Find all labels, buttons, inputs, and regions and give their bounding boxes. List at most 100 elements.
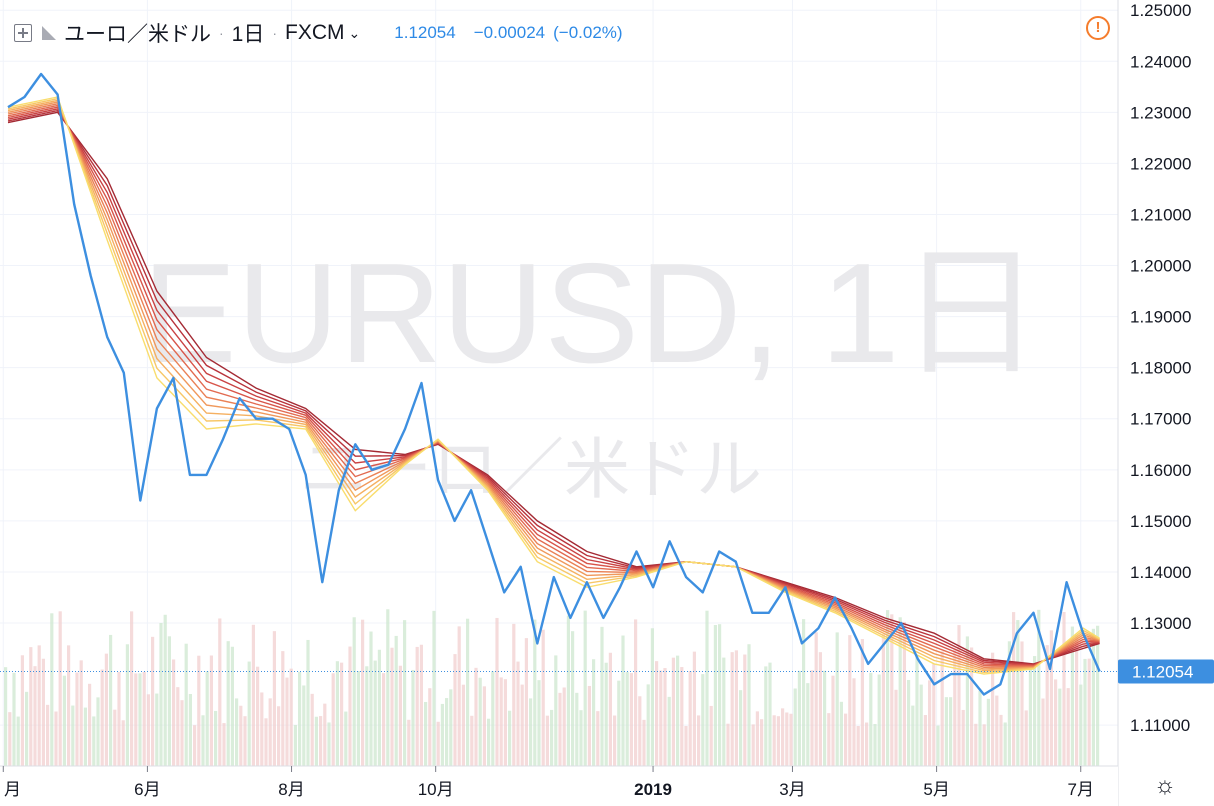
volume-bar <box>1037 609 1041 766</box>
volume-bar <box>965 636 969 766</box>
volume-bar <box>554 655 558 766</box>
volume-bar <box>957 625 961 766</box>
volume-bar <box>734 650 738 766</box>
ma-line-1 <box>7 97 1100 674</box>
volume-bar <box>29 647 33 766</box>
settings-gear-icon[interactable]: ☼ <box>1154 772 1176 799</box>
volume-bar <box>16 716 20 766</box>
volume-bar <box>197 655 201 766</box>
volume-bar <box>579 710 583 766</box>
volume-bar <box>314 716 318 766</box>
volume-bar <box>398 665 402 766</box>
volume-bar <box>1045 645 1049 766</box>
volume-bar <box>445 698 449 766</box>
volume-bar <box>260 692 264 766</box>
volume-bar <box>109 634 113 766</box>
price-axis[interactable]: 1.25000 1.24000 1.23000 1.22000 1.21000 1.200… <box>1130 1 1191 735</box>
ma-line-5 <box>7 104 1100 667</box>
volume-bar <box>739 690 743 766</box>
x-tick-label: 6月 <box>134 780 160 799</box>
x-tick-label: 5月 <box>923 780 949 799</box>
volume-bar <box>453 654 457 766</box>
volume-bar <box>1012 612 1016 766</box>
volume-bar <box>163 614 167 766</box>
volume-bar <box>772 715 776 766</box>
volume-bar <box>46 704 50 766</box>
volume-bar <box>37 645 41 766</box>
volume-bar <box>764 666 768 766</box>
volume-bar <box>340 662 344 766</box>
volume-bar <box>487 718 491 766</box>
symbol-name[interactable]: ユーロ／米ドル <box>64 23 211 46</box>
volume-bar <box>134 673 138 766</box>
volume-bar <box>125 644 129 766</box>
volume-bar <box>499 677 503 766</box>
add-compare-icon[interactable] <box>14 24 32 42</box>
warning-icon[interactable]: ! <box>1086 16 1110 40</box>
volume-bar <box>71 705 75 766</box>
volume-bar <box>953 649 957 766</box>
volume-bar <box>369 631 373 766</box>
volume-bar <box>839 701 843 766</box>
volume-bar <box>470 715 474 766</box>
volume-bar <box>1016 620 1020 766</box>
moving-average-ribbon <box>7 96 1100 675</box>
y-tick-label: 1.15000 <box>1130 512 1191 531</box>
volume-bar <box>201 715 205 766</box>
volume-bar <box>20 655 24 766</box>
volume-bar <box>755 711 759 766</box>
volume-bar <box>751 724 755 766</box>
y-tick-label: 1.17000 <box>1130 410 1191 429</box>
volume-bar <box>940 651 944 766</box>
volume-bar <box>33 666 37 766</box>
volume-bar <box>1066 688 1070 766</box>
volume-bar <box>982 724 986 766</box>
volume-bar <box>978 690 982 766</box>
volume-bar <box>436 721 440 766</box>
chart-watermark: EURUSD, 1日 ユーロ／米ドル <box>142 234 1042 506</box>
volume-bar <box>180 700 184 766</box>
volume-bar <box>218 618 222 766</box>
volume-bar <box>1091 628 1095 766</box>
volume-bar <box>701 674 705 766</box>
volume-bar <box>705 610 709 766</box>
volume-bar <box>205 671 209 766</box>
volume-bar <box>348 646 352 766</box>
volume-bar <box>449 689 453 766</box>
volume-bar <box>503 679 507 766</box>
volume-bar <box>1075 634 1079 766</box>
volume-bar <box>844 713 848 766</box>
volume-bar <box>142 671 146 766</box>
volume-bar <box>251 624 255 766</box>
y-tick-label: 1.22000 <box>1130 154 1191 173</box>
volume-bar <box>730 652 734 766</box>
volume-bars <box>4 609 1100 766</box>
exchange-label[interactable]: FXCM <box>285 21 345 44</box>
volume-bar <box>566 615 570 766</box>
volume-bar <box>331 673 335 766</box>
volume-bar <box>222 723 226 766</box>
volume-bar <box>1028 665 1032 766</box>
volume-bar <box>138 673 142 766</box>
last-price-label: 1.12054 <box>1118 659 1214 684</box>
volume-bar <box>1096 625 1100 766</box>
volume-bar <box>491 671 495 766</box>
volume-bar <box>999 714 1003 766</box>
volume-bar <box>655 661 659 766</box>
volume-bar <box>319 716 323 766</box>
volume-bar <box>881 634 885 766</box>
interval-label[interactable]: 1日 <box>231 23 265 46</box>
volume-bar <box>608 652 612 766</box>
volume-bar <box>1020 641 1024 766</box>
y-tick-label: 1.21000 <box>1130 205 1191 224</box>
time-axis[interactable]: 月 6月 8月 10月 2019 3月 5月 7月 <box>2 766 1094 799</box>
volume-bar <box>747 644 751 766</box>
volume-bar <box>604 662 608 766</box>
volume-bar <box>193 725 197 766</box>
volume-bar <box>541 629 545 766</box>
volume-bar <box>529 698 533 766</box>
volume-bar <box>117 671 121 766</box>
chevron-down-icon[interactable]: ⌄ <box>348 24 361 41</box>
volume-bar <box>356 670 360 766</box>
